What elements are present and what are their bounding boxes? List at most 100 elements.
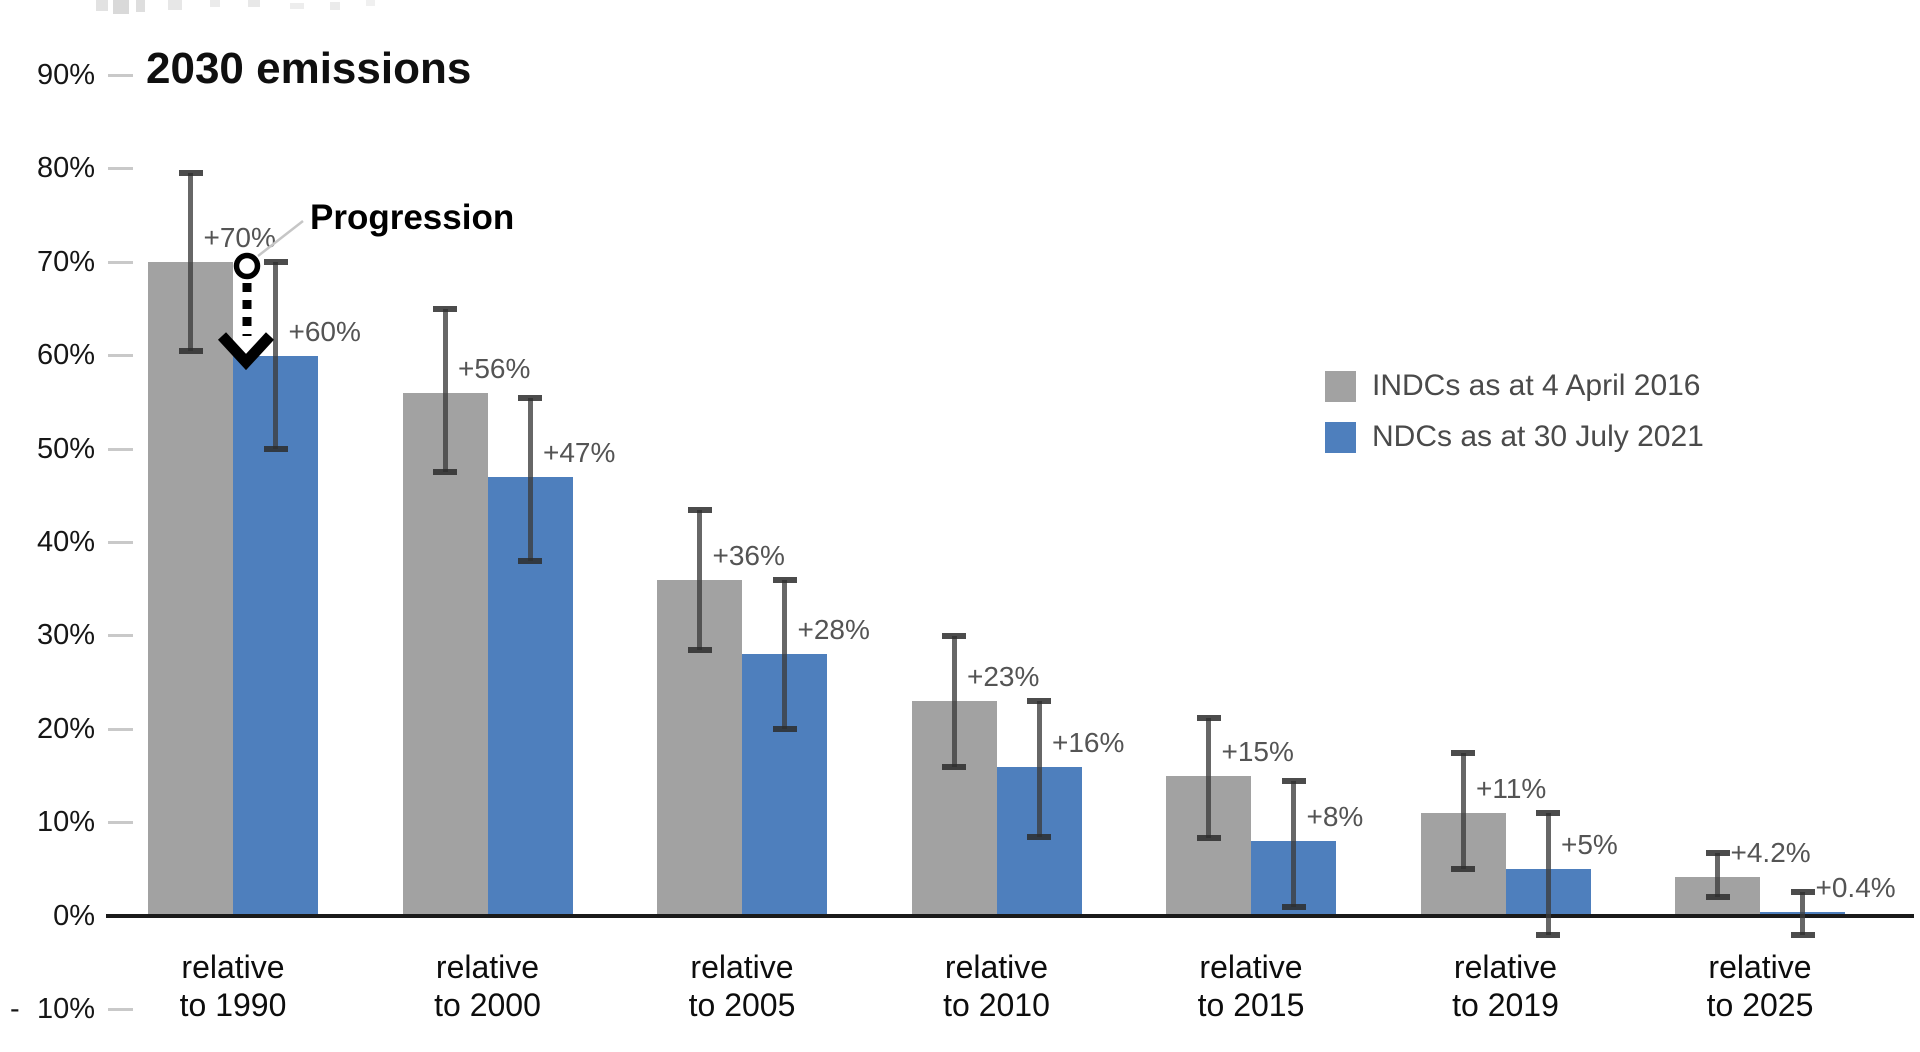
error-cap-high-indc-2019 <box>1451 749 1475 756</box>
x-label-line1: relative <box>690 949 794 985</box>
x-label-line1: relative <box>1453 949 1558 985</box>
y-tick-label-40: 40% <box>36 525 95 558</box>
x-label-line1: relative <box>181 949 285 985</box>
error-cap-low-indc-2025 <box>1705 894 1730 901</box>
error-cap-low-indc-2005 <box>687 646 712 653</box>
error-cap-high-ndc-2010 <box>1027 698 1051 705</box>
x-category-label-2025: relative to 2025 <box>1620 948 1900 1024</box>
x-label-line1: relative <box>435 949 540 985</box>
value-label-ndc-2000: +47% <box>543 437 616 469</box>
value-label-ndc-1990: +60% <box>288 315 361 347</box>
x-category-label-2015: relative to 2015 <box>1111 948 1391 1024</box>
error-cap-high-indc-2005 <box>687 506 712 513</box>
error-cap-high-ndc-2015 <box>1281 777 1306 784</box>
value-label-ndc-2005: +28% <box>797 614 870 646</box>
error-cap-low-ndc-1990 <box>263 446 288 452</box>
x-label-line2: to 2000 <box>434 987 541 1023</box>
y-tick-label-10: 10% <box>36 806 95 839</box>
error-cap-high-ndc-2025 <box>1790 888 1815 895</box>
x-label-line2: to 1990 <box>179 987 287 1023</box>
x-category-label-2019: relative to 2019 <box>1366 948 1646 1024</box>
cropped-text-remnant <box>290 3 304 9</box>
value-label-ndc-2025: +0.4% <box>1815 872 1896 904</box>
x-category-label-2005: relative to 2005 <box>602 948 882 1024</box>
value-label-indc-2019: +11% <box>1476 773 1547 805</box>
y-tick-label-90: 90% <box>36 58 95 91</box>
annotation-progression-label: Progression <box>310 198 515 237</box>
cropped-text-remnant <box>248 0 260 7</box>
y-tick-label-60: 60% <box>36 339 95 372</box>
value-label-indc-2010: +23% <box>967 661 1040 693</box>
error-cap-low-ndc-2000 <box>518 558 542 565</box>
annotation-circle-marker <box>233 252 261 280</box>
y-tick-dash-60 <box>108 354 133 358</box>
y-tick-label-30: 30% <box>36 619 95 652</box>
y-tick-dash-10 <box>108 821 133 825</box>
error-cap-high-indc-2000 <box>433 305 457 312</box>
error-bar-ndc-2015 <box>1291 780 1296 907</box>
error-cap-low-ndc-2025 <box>1790 931 1815 938</box>
error-bar-ndc-2010 <box>1036 701 1042 837</box>
value-label-ndc-2015: +8% <box>1306 801 1364 833</box>
legend-item-indc: INDCs as at 4 April 2016 <box>1325 369 1704 403</box>
x-category-label-2010: relative to 2010 <box>857 948 1137 1024</box>
error-bar-ndc-2025 <box>1800 891 1805 935</box>
cropped-text-remnant <box>168 0 182 10</box>
error-bar-indc-2010 <box>951 635 957 767</box>
error-bar-ndc-1990 <box>273 262 278 449</box>
x-label-line1: relative <box>944 949 1049 985</box>
error-cap-high-ndc-2005 <box>772 576 797 583</box>
x-category-label-2000: relative to 2000 <box>348 948 628 1024</box>
legend-swatch-ndc <box>1325 421 1356 453</box>
error-cap-low-indc-2015 <box>1196 835 1221 842</box>
value-label-ndc-2010: +16% <box>1052 726 1125 758</box>
x-label-line2: to 2019 <box>1452 987 1559 1023</box>
x-label-line2: to 2010 <box>943 987 1050 1023</box>
chart-title: 2030 emissions <box>146 44 472 93</box>
y-tick-label-70: 70% <box>36 245 95 278</box>
error-bar-ndc-2000 <box>527 397 533 562</box>
cropped-text-remnant <box>210 0 220 7</box>
legend-swatch-indc <box>1325 370 1356 402</box>
error-cap-low-ndc-2015 <box>1281 903 1306 910</box>
bar-indc-1990 <box>148 262 233 916</box>
error-bar-indc-2025 <box>1715 853 1720 898</box>
error-cap-low-indc-2000 <box>433 469 457 476</box>
minus-sign: - <box>10 992 20 1025</box>
y-tick-dash-20 <box>108 727 133 731</box>
y-tick-dash-90 <box>108 73 133 77</box>
error-bar-ndc-2019 <box>1545 813 1551 935</box>
value-label-indc-2000: +56% <box>458 352 531 384</box>
y-tick-label-50: 50% <box>36 432 95 465</box>
error-cap-low-ndc-2005 <box>772 726 797 733</box>
cropped-text-remnant <box>96 0 108 11</box>
y-tick-text: 10% <box>36 992 95 1025</box>
y-tick-dash-50 <box>108 447 133 451</box>
x-label-line2: to 2005 <box>688 987 796 1023</box>
error-cap-high-ndc-2000 <box>518 394 542 401</box>
x-label-line1: relative <box>1199 949 1303 985</box>
error-bar-indc-2005 <box>697 509 702 650</box>
value-label-indc-2015: +15% <box>1221 735 1294 767</box>
y-tick-label-20: 20% <box>36 712 95 745</box>
error-cap-high-indc-2010 <box>942 632 966 639</box>
y-tick-dash-80 <box>108 167 133 171</box>
y-tick-dash-40 <box>108 540 133 544</box>
error-bar-indc-2019 <box>1460 752 1466 870</box>
error-cap-high-ndc-1990 <box>263 259 288 266</box>
y-tick-label-0: 0% <box>53 899 95 932</box>
error-bar-ndc-2005 <box>782 579 787 730</box>
value-label-indc-2025: +4.2% <box>1730 836 1811 868</box>
x-label-line2: to 2025 <box>1706 987 1814 1023</box>
error-cap-low-ndc-2010 <box>1027 833 1051 840</box>
y-tick-label-80: 80% <box>36 152 95 185</box>
error-bar-indc-1990 <box>188 173 193 351</box>
cropped-text-remnant <box>366 0 375 6</box>
x-category-label-1990: relative to 1990 <box>93 948 373 1024</box>
error-cap-low-ndc-2019 <box>1536 931 1560 938</box>
x-label-line1: relative <box>1708 949 1812 985</box>
value-label-indc-1990: +70% <box>203 222 276 254</box>
error-cap-low-indc-1990 <box>178 347 203 354</box>
error-cap-low-indc-2019 <box>1451 866 1475 873</box>
